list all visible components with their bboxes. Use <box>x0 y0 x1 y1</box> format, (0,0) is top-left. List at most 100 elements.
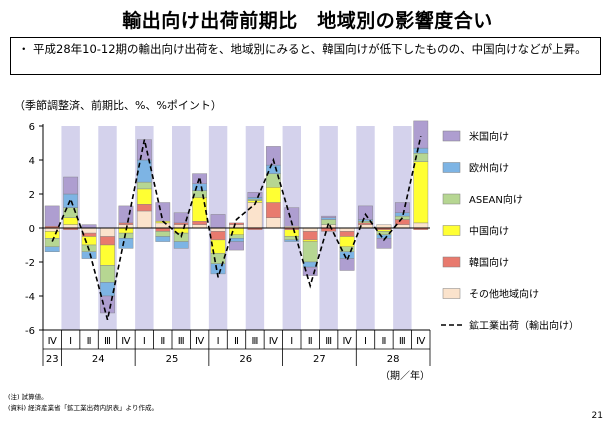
bar-segment <box>302 239 318 242</box>
bar-segment <box>210 227 226 232</box>
bar-segment <box>302 231 318 241</box>
bar-segment <box>192 197 208 222</box>
bar-segment <box>339 227 355 232</box>
summary-box: ・ 平成28年10-12期の輸出向け出荷を、地域別にみると、韓国向けが低下したも… <box>10 37 601 75</box>
quarter-label: Ⅰ <box>143 336 146 347</box>
unit-label: （季節調整済、前期比、%、%ポイント） <box>14 99 222 112</box>
bar-segment <box>118 222 134 225</box>
note-source: (資料) 経済産業省「鉱工業出荷内訳表」より作成。 <box>8 404 159 412</box>
y-tick-label: 6 <box>29 122 35 133</box>
quarter-label: Ⅳ <box>121 336 131 347</box>
quarter-label: Ⅲ <box>325 336 332 347</box>
bar-segment <box>265 202 281 219</box>
quarter-label: Ⅱ <box>234 336 239 347</box>
quarter-label: Ⅳ <box>416 336 426 347</box>
bar-segment <box>265 217 281 229</box>
quarter-label: Ⅱ <box>308 336 313 347</box>
bar-segment <box>229 241 244 251</box>
bar-segment <box>247 202 263 229</box>
bar-segment <box>155 222 171 229</box>
bar-segment <box>44 231 60 239</box>
bar-segment <box>376 224 392 229</box>
bar-segment <box>321 215 337 218</box>
bar-segment <box>394 224 410 229</box>
quarter-label: Ⅰ <box>217 336 220 347</box>
legend-label: 韓国向け <box>469 256 509 269</box>
legend-swatch <box>442 256 461 268</box>
legend-label: その他地域向け <box>469 288 539 301</box>
bar-segment <box>358 222 373 225</box>
bar-segment <box>136 210 152 229</box>
bar-segment <box>192 183 208 191</box>
bar-segment <box>394 219 410 225</box>
bar-segment <box>155 231 171 237</box>
bar-segment <box>63 176 79 195</box>
bar-segment <box>81 251 97 259</box>
legend-swatch <box>442 288 461 299</box>
page-number: 21 <box>591 411 603 421</box>
bar-segment <box>376 234 392 239</box>
bar-segment <box>302 241 318 263</box>
bar-segment <box>136 203 152 212</box>
bar-segment <box>394 202 410 213</box>
legend-label: ASEAN向け <box>469 193 523 206</box>
y-tick-label: -2 <box>25 258 35 269</box>
bar-segment <box>302 266 318 276</box>
legend-swatch <box>442 193 461 205</box>
bar-segment <box>413 120 429 149</box>
bar-segment <box>376 237 392 249</box>
bar-segment <box>44 237 60 247</box>
bar-segment <box>247 197 263 200</box>
bar-segment <box>284 229 300 237</box>
bar-segment <box>284 207 300 227</box>
year-label: 28 <box>387 354 400 365</box>
bar-segment <box>173 241 189 249</box>
quarter-label: Ⅱ <box>87 336 92 347</box>
y-tick-label: 2 <box>29 190 35 201</box>
bar-segment <box>100 244 115 266</box>
legend-label: 中国向け <box>469 225 509 238</box>
year-label: 25 <box>166 354 179 365</box>
bar-segment <box>100 282 115 297</box>
year-label: 27 <box>313 354 326 365</box>
legend-label: 欧州向け <box>469 162 509 175</box>
bar-segment <box>210 231 226 241</box>
y-tick-label: 4 <box>29 156 35 167</box>
quarter-label: Ⅰ <box>364 336 367 347</box>
bar-segment <box>376 229 392 232</box>
bar-segment <box>247 198 263 201</box>
year-label: 24 <box>92 354 105 365</box>
bar-segment <box>229 237 244 242</box>
quarter-label: Ⅱ <box>381 336 386 347</box>
legend-swatch <box>442 130 461 142</box>
bar-segment <box>413 222 429 229</box>
bar-segment <box>44 246 60 252</box>
bar-segment <box>339 251 355 259</box>
bar-segment <box>358 205 373 220</box>
bar-segment <box>247 192 263 198</box>
bar-segment <box>413 147 429 154</box>
quarter-label: Ⅲ <box>399 336 406 347</box>
bar-segment <box>192 220 208 225</box>
bar-segment <box>265 146 281 166</box>
bar-segment <box>192 224 208 229</box>
bar-segment <box>155 227 171 232</box>
quarter-label: Ⅳ <box>195 336 205 347</box>
quarter-label: Ⅲ <box>251 336 258 347</box>
year-label: 26 <box>239 354 252 365</box>
bar-segment <box>100 265 115 283</box>
bar-segment <box>265 186 281 203</box>
year-label: 23 <box>46 354 59 365</box>
page-title: 輸出向け出荷前期比 地域別の影響度合い <box>122 10 493 32</box>
bar-segment <box>413 161 429 224</box>
bar-segment <box>136 181 152 190</box>
bar-segment <box>339 231 355 237</box>
legend-swatch <box>442 162 461 173</box>
total-line <box>51 136 422 321</box>
quarter-label: Ⅰ <box>290 336 293 347</box>
bar-segment <box>44 205 60 227</box>
bar-segment <box>81 224 97 229</box>
bar-segment <box>302 227 318 232</box>
bar-segment <box>81 227 97 234</box>
